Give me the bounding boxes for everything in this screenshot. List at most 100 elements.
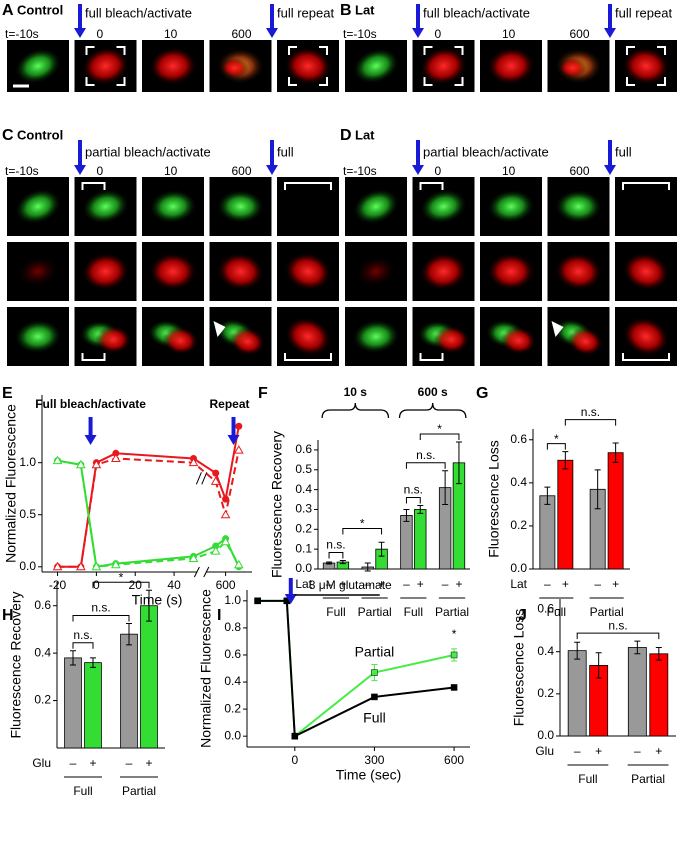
x-tick-label: 600 [444, 753, 464, 767]
time-label: 0 [435, 164, 442, 178]
fluorescence-blob [354, 255, 398, 288]
error-bar [417, 504, 424, 514]
panel-letter: B [340, 2, 352, 19]
fluorescence-blob [81, 46, 130, 86]
fluorescence-blob [149, 189, 197, 224]
significance-bracket [328, 551, 344, 559]
roi-bracket [81, 182, 106, 190]
error-bar [90, 657, 96, 668]
arrow-head [266, 28, 278, 38]
condition-label: full [277, 144, 294, 159]
y-tick-label: 0.4 [510, 475, 527, 489]
significance-label: n.s. [404, 483, 423, 497]
significance-bracket [92, 581, 150, 589]
x-axis-label: Time (s) [132, 592, 183, 608]
group-label: Partial [590, 605, 624, 619]
bar [557, 459, 574, 570]
y-tick-label: 0.5 [19, 507, 36, 521]
marker [210, 476, 221, 485]
fluorescence-blob [229, 327, 266, 356]
error-bar [562, 451, 569, 470]
group-label: Partial [358, 605, 392, 619]
y-axis-label: Normalized Fluorescence [198, 589, 214, 748]
x-tick-label: 600 [216, 578, 236, 592]
y-tick-label: 0.0 [19, 559, 36, 573]
marker [254, 597, 261, 605]
fluorescence-blob [622, 252, 670, 291]
arrow-head [412, 165, 424, 175]
image-cell [615, 177, 677, 236]
error-bar [574, 641, 581, 660]
error-bar [126, 623, 132, 646]
y-tick-label: 0.0 [295, 561, 312, 575]
fluorescence-blob [487, 252, 535, 291]
roi-bracket [419, 353, 444, 361]
group-brace-label: 600 s [418, 385, 448, 399]
y-tick-label: 0.2 [34, 693, 51, 707]
condition-label: full repeat [615, 5, 672, 20]
fluorescence-blob [500, 326, 537, 355]
error-bar [544, 486, 551, 505]
fluorescence-blob [419, 189, 468, 224]
row-label: Lat [295, 577, 312, 591]
x-tick-label: -20 [49, 578, 67, 592]
y-tick-label: 0.6 [295, 442, 312, 456]
x-tick-label: + [595, 744, 602, 758]
group-label: Full [404, 605, 423, 619]
group-brace-label: 10 s [344, 385, 368, 399]
fluorescence-blob [352, 188, 400, 225]
panel-title: Lat [355, 2, 375, 17]
x-tick-label: + [378, 577, 385, 591]
y-tick-label: 0.2 [224, 701, 241, 715]
row-label: Glu [32, 756, 51, 770]
y-tick-label: 0.5 [295, 462, 312, 476]
y-tick-label: 0.0 [224, 728, 241, 742]
x-tick-label: + [89, 756, 96, 770]
time-label: t=-10s [343, 164, 377, 178]
condition-label: full repeat [277, 5, 334, 20]
time-label: 10 [502, 164, 516, 178]
marker [212, 542, 220, 550]
arrow-head [227, 435, 240, 445]
significance-bracket [419, 433, 460, 440]
group-label: Full [578, 772, 597, 786]
marker [110, 453, 121, 463]
fluorescence-blob [216, 189, 265, 224]
condition-label: partial bleach/activate [423, 144, 549, 159]
x-tick-label: 0 [93, 578, 100, 592]
roi-bracket [81, 353, 106, 361]
series-label: Full [363, 710, 386, 726]
series-line [57, 426, 240, 568]
y-tick-label: 0.6 [537, 602, 554, 616]
annotation: Repeat [210, 397, 250, 411]
fluorescence-blob [284, 46, 332, 86]
panel-letter: J [518, 607, 527, 624]
row-label: Glu [535, 744, 554, 758]
marker [450, 684, 458, 691]
y-tick-label: 0.2 [510, 518, 527, 532]
fluorescence-blob [622, 46, 670, 86]
y-tick-label: 0.6 [34, 598, 51, 612]
time-label: 0 [97, 164, 104, 178]
arrow-head [604, 165, 616, 175]
time-label: 0 [97, 27, 104, 41]
y-tick-label: 0.4 [224, 674, 241, 688]
panel-letter: F [258, 385, 268, 402]
x-tick-label: – [326, 577, 333, 591]
significance-label: n.s. [581, 405, 600, 419]
fluorescence-blob [487, 189, 535, 224]
group-label: Full [547, 605, 566, 619]
panel-title: Lat [355, 127, 375, 142]
significance-label: n.s. [73, 628, 92, 642]
time-label: t=-10s [5, 27, 39, 41]
x-tick-label: + [455, 577, 462, 591]
panel-title: Control [17, 2, 63, 17]
significance-bracket [576, 632, 660, 640]
x-tick-label: – [544, 577, 551, 591]
group-brace [398, 402, 467, 419]
significance-bracket [405, 496, 421, 504]
fluorescence-blob [14, 319, 62, 354]
image-cell [277, 177, 339, 236]
significance-bracket [564, 419, 617, 426]
